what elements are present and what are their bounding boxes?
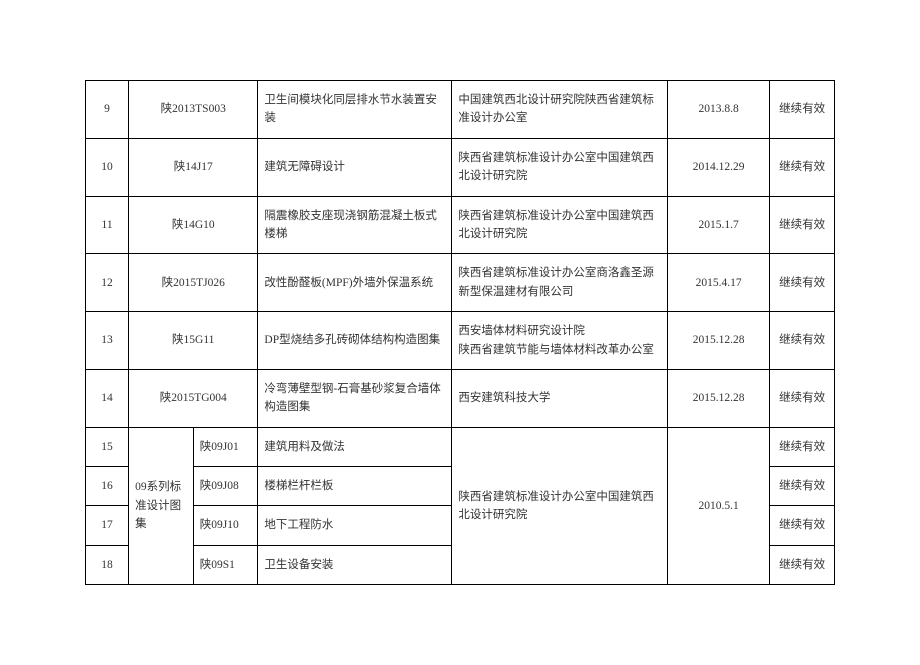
standard-name: 冷弯薄壁型钢-石膏基砂浆复合墙体构造图集: [258, 369, 452, 427]
standard-name: 卫生设备安装: [258, 545, 452, 584]
table-row: 12 陕2015TJ026 改性酚醛板(MPF)外墙外保温系统 陕西省建筑标准设…: [86, 254, 835, 312]
standard-code: 陕2015TG004: [129, 369, 258, 427]
date: 2013.8.8: [667, 81, 769, 139]
status: 继续有效: [770, 506, 835, 545]
standard-subcode: 陕09S1: [193, 545, 258, 584]
standard-code: 陕14J17: [129, 138, 258, 196]
standard-name: DP型烧结多孔砖砌体结构构造图集: [258, 312, 452, 370]
organization: 陕西省建筑标准设计办公室中国建筑西北设计研究院: [452, 427, 668, 585]
date: 2015.4.17: [667, 254, 769, 312]
organization: 陕西省建筑标准设计办公室中国建筑西北设计研究院: [452, 138, 668, 196]
standard-name: 隔震橡胶支座现浇钢筋混凝土板式楼梯: [258, 196, 452, 254]
organization: 陕西省建筑标准设计办公室商洛鑫圣源新型保温建材有限公司: [452, 254, 668, 312]
standard-subcode: 陕09J08: [193, 467, 258, 506]
organization: 中国建筑西北设计研究院陕西省建筑标准设计办公室: [452, 81, 668, 139]
standard-code: 陕2013TS003: [129, 81, 258, 139]
standard-code: 陕15G11: [129, 312, 258, 370]
date: 2015.12.28: [667, 312, 769, 370]
status: 继续有效: [770, 427, 835, 466]
table-row: 13 陕15G11 DP型烧结多孔砖砌体结构构造图集 西安墙体材料研究设计院 陕…: [86, 312, 835, 370]
row-number: 18: [86, 545, 129, 584]
date: 2010.5.1: [667, 427, 769, 585]
status: 继续有效: [770, 196, 835, 254]
row-number: 11: [86, 196, 129, 254]
row-number: 17: [86, 506, 129, 545]
table-row: 10 陕14J17 建筑无障碍设计 陕西省建筑标准设计办公室中国建筑西北设计研究…: [86, 138, 835, 196]
series-label: 09系列标准设计图集: [129, 427, 194, 585]
date: 2015.1.7: [667, 196, 769, 254]
standard-subcode: 陕09J01: [193, 427, 258, 466]
row-number: 16: [86, 467, 129, 506]
table-row: 14 陕2015TG004 冷弯薄壁型钢-石膏基砂浆复合墙体构造图集 西安建筑科…: [86, 369, 835, 427]
standard-code: 陕14G10: [129, 196, 258, 254]
standard-name: 卫生间模块化同层排水节水装置安装: [258, 81, 452, 139]
status: 继续有效: [770, 81, 835, 139]
date: 2014.12.29: [667, 138, 769, 196]
table-row: 15 09系列标准设计图集 陕09J01 建筑用料及做法 陕西省建筑标准设计办公…: [86, 427, 835, 466]
organization: 陕西省建筑标准设计办公室中国建筑西北设计研究院: [452, 196, 668, 254]
status: 继续有效: [770, 369, 835, 427]
row-number: 15: [86, 427, 129, 466]
standard-code: 陕2015TJ026: [129, 254, 258, 312]
status: 继续有效: [770, 138, 835, 196]
table-row: 9 陕2013TS003 卫生间模块化同层排水节水装置安装 中国建筑西北设计研究…: [86, 81, 835, 139]
status: 继续有效: [770, 254, 835, 312]
standard-name: 建筑用料及做法: [258, 427, 452, 466]
row-number: 10: [86, 138, 129, 196]
status: 继续有效: [770, 467, 835, 506]
standard-name: 改性酚醛板(MPF)外墙外保温系统: [258, 254, 452, 312]
organization: 西安墙体材料研究设计院 陕西省建筑节能与墙体材料改革办公室: [452, 312, 668, 370]
status: 继续有效: [770, 545, 835, 584]
standard-name: 楼梯栏杆栏板: [258, 467, 452, 506]
row-number: 9: [86, 81, 129, 139]
organization: 西安建筑科技大学: [452, 369, 668, 427]
row-number: 13: [86, 312, 129, 370]
date: 2015.12.28: [667, 369, 769, 427]
standards-table: 9 陕2013TS003 卫生间模块化同层排水节水装置安装 中国建筑西北设计研究…: [85, 80, 835, 585]
row-number: 14: [86, 369, 129, 427]
standard-name: 建筑无障碍设计: [258, 138, 452, 196]
standard-name: 地下工程防水: [258, 506, 452, 545]
standard-subcode: 陕09J10: [193, 506, 258, 545]
status: 继续有效: [770, 312, 835, 370]
row-number: 12: [86, 254, 129, 312]
table-row: 11 陕14G10 隔震橡胶支座现浇钢筋混凝土板式楼梯 陕西省建筑标准设计办公室…: [86, 196, 835, 254]
